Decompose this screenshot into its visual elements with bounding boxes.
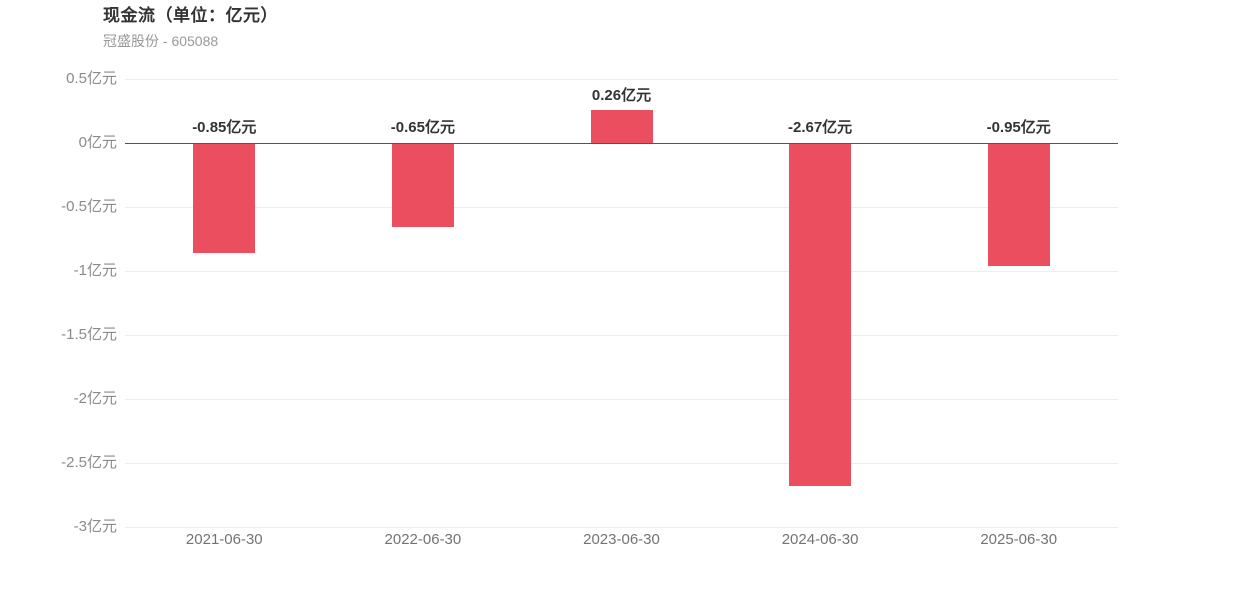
bar[interactable] [590,109,653,143]
bar[interactable] [193,144,256,253]
y-axis-tick-label: -1.5亿元 [61,326,117,343]
y-axis-tick-label: 0亿元 [78,134,117,151]
x-axis-tick-label: 2022-06-30 [384,531,462,548]
x-axis-tick-label: 2024-06-30 [781,531,859,548]
bar-value-label: -0.85亿元 [192,119,257,136]
gridline [125,207,1118,208]
x-axis-tick-label: 2021-06-30 [185,531,263,548]
bar[interactable] [789,144,852,486]
x-axis-tick-label: 2023-06-30 [583,531,660,548]
y-axis-tick-label: -2.5亿元 [61,454,117,471]
gridline [125,79,1118,80]
y-axis-tick-label: -0.5亿元 [61,198,117,215]
gridline [125,271,1118,272]
zero-axis-line [125,143,1118,144]
bar[interactable] [987,144,1050,266]
gridline [125,527,1118,528]
gridline [125,399,1118,400]
bar-value-label: -0.65亿元 [390,119,455,136]
gridline [125,463,1118,464]
chart-subtitle: 冠盛股份 - 605088 [103,33,219,49]
bar-value-label: -2.67亿元 [787,119,853,136]
y-axis-tick-label: -3亿元 [73,518,117,535]
y-axis-tick-label: -2亿元 [73,390,117,407]
bar-value-label: 0.26亿元 [591,86,652,104]
chart-title: 现金流（单位：亿元） [103,6,278,25]
y-axis-tick-label: -1亿元 [73,262,117,279]
y-axis-tick-label: 0.5亿元 [66,70,117,87]
x-axis-tick-label: 2025-06-30 [980,531,1058,548]
chart-header: 现金流（单位：亿元） 冠盛股份 - 605088 [103,5,278,51]
bar-value-label: -0.95亿元 [986,119,1051,136]
bar[interactable] [391,144,454,228]
gridline [125,335,1118,336]
